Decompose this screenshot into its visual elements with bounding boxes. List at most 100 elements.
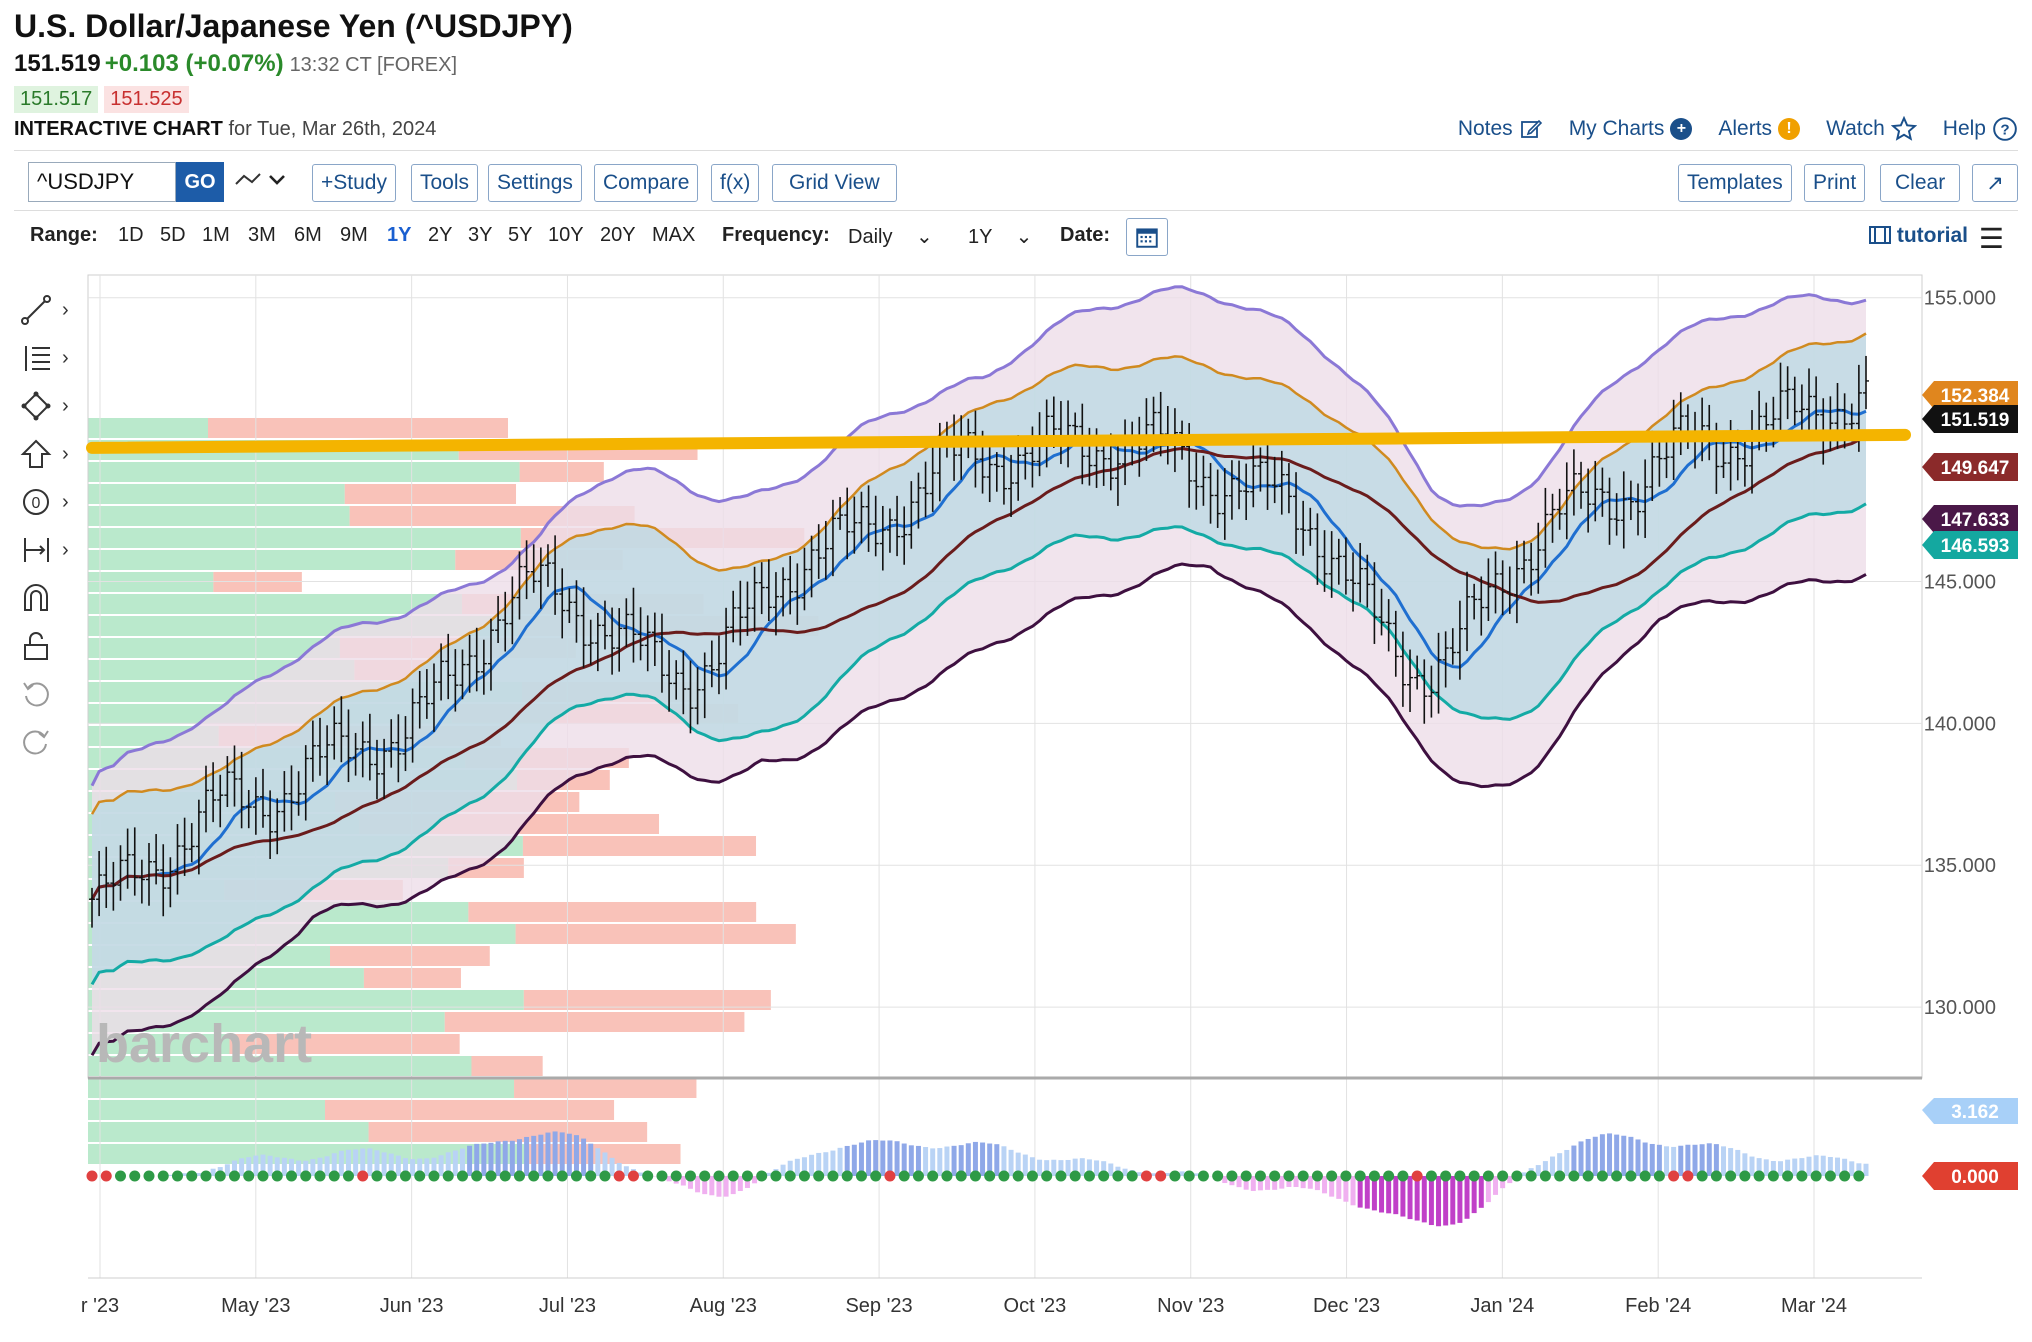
vp-buy-13 — [88, 704, 452, 724]
ohlc-bar — [765, 559, 772, 622]
signal-dot — [1739, 1170, 1751, 1182]
ohlc-bar — [951, 414, 958, 481]
signal-dot — [898, 1170, 910, 1182]
range-9m[interactable]: 9M — [340, 224, 368, 246]
osc-bar — [1557, 1153, 1563, 1176]
signal-dot — [1026, 1170, 1038, 1182]
range-20y[interactable]: 20Y — [600, 224, 636, 246]
signal-dot — [1212, 1170, 1224, 1182]
ohlc-bar — [445, 633, 452, 700]
range-3y[interactable]: 3Y — [468, 224, 493, 246]
ohlc-bar — [1421, 659, 1428, 724]
shape-tool[interactable]: › — [20, 386, 80, 426]
chart-type-select[interactable] — [234, 166, 290, 202]
vp-sell-20 — [448, 858, 524, 878]
ohlc-bar — [245, 789, 252, 829]
ohlc-bar — [1848, 403, 1855, 442]
horizontal-line[interactable] — [86, 428, 1911, 454]
ohlc-bar — [338, 696, 345, 763]
symbol-input[interactable]: ^USDJPY — [28, 162, 176, 202]
settings-button[interactable]: Settings — [488, 164, 582, 202]
ohlc-bar — [1407, 649, 1414, 712]
osc-bar — [780, 1164, 786, 1176]
range-1y[interactable]: 1Y — [387, 224, 412, 246]
hamburger-menu-icon[interactable]: ☰ — [1978, 223, 2004, 254]
x-tick-label: r '23 — [81, 1295, 119, 1317]
osc-bar — [951, 1145, 957, 1176]
print-button[interactable]: Print — [1804, 164, 1866, 202]
osc-bar — [602, 1152, 608, 1176]
clear-button[interactable]: Clear — [1880, 164, 1961, 202]
go-button[interactable]: GO — [176, 162, 224, 202]
compare-button[interactable]: Compare — [594, 164, 699, 202]
redo-tool[interactable] — [20, 722, 80, 762]
magnet-tool[interactable] — [20, 578, 80, 618]
help-link[interactable]: Help ? — [1943, 116, 2018, 142]
ohlc-bar — [195, 799, 202, 875]
my-charts-link[interactable]: My Charts + — [1569, 117, 1693, 141]
ohlc-bar — [715, 635, 722, 695]
range-1m[interactable]: 1M — [202, 224, 230, 246]
templates-button[interactable]: Templates — [1678, 164, 1792, 202]
notes-link[interactable]: Notes — [1458, 117, 1543, 141]
osc-bar — [1856, 1163, 1862, 1176]
range-max[interactable]: MAX — [652, 224, 696, 246]
osc-bar — [1706, 1143, 1712, 1176]
trendline-tool[interactable]: › — [20, 290, 80, 330]
frequency-select[interactable]: Daily ⌄ — [848, 224, 933, 249]
range-5d[interactable]: 5D — [160, 224, 186, 246]
ohlc-bar — [858, 491, 865, 544]
plus-circle-icon: + — [1670, 118, 1693, 140]
lock-tool[interactable] — [20, 626, 80, 666]
ohlc-bar — [288, 765, 295, 831]
range-2y[interactable]: 2Y — [428, 224, 453, 246]
signal-dot — [670, 1170, 682, 1182]
expand-button[interactable]: ↗ — [1972, 164, 2018, 202]
tools-button[interactable]: Tools — [411, 164, 479, 202]
vp-buy-17 — [88, 792, 335, 812]
chevron-right-icon: › — [62, 442, 69, 465]
grid-view-button[interactable]: Grid View — [772, 164, 897, 202]
ohlc-bar — [1521, 540, 1528, 584]
signal-dot — [1796, 1170, 1808, 1182]
signal-dot — [285, 1170, 297, 1182]
fib-tool[interactable]: › — [20, 338, 80, 378]
alerts-link[interactable]: Alerts ! — [1718, 117, 1801, 141]
range-1d[interactable]: 1D — [118, 224, 144, 246]
price-tag-bg — [1922, 405, 2018, 433]
vp-buy-2 — [88, 462, 520, 482]
undo-tool[interactable] — [20, 674, 80, 714]
signal-dot — [727, 1170, 739, 1182]
osc-bar — [1642, 1142, 1648, 1176]
arrow-tool[interactable]: › — [20, 434, 80, 474]
ohlc-bar — [658, 613, 665, 693]
range-5y[interactable]: 5Y — [508, 224, 533, 246]
price-tag-label: 151.519 — [1941, 410, 2010, 431]
vp-buy-18 — [88, 814, 360, 834]
annotation-tool[interactable]: 0 › — [20, 482, 80, 522]
ohlc-bar — [1278, 450, 1285, 515]
ohlc-bar — [1635, 483, 1642, 536]
signal-dot — [1240, 1170, 1252, 1182]
ohlc-bar — [1827, 396, 1834, 452]
range-3m[interactable]: 3M — [248, 224, 276, 246]
osc-bar — [388, 1153, 394, 1176]
ohlc-bar — [1478, 576, 1485, 636]
signal-dot — [1112, 1170, 1124, 1182]
ohlc-bar — [1307, 507, 1314, 546]
add-study-button[interactable]: +Study — [312, 164, 396, 202]
ohlc-bar — [1271, 456, 1278, 504]
range-6m[interactable]: 6M — [294, 224, 322, 246]
period-select[interactable]: 1Y ⌄ — [968, 224, 1032, 249]
signal-dot — [100, 1170, 112, 1182]
measure-tool[interactable]: › — [20, 530, 80, 570]
date-picker-button[interactable] — [1126, 218, 1168, 256]
watch-link[interactable]: Watch — [1826, 116, 1917, 142]
quote-time: 13:32 CT [FOREX] — [289, 54, 458, 76]
fx-button[interactable]: f(x) — [711, 164, 760, 202]
ohlc-bar — [708, 640, 715, 688]
range-10y[interactable]: 10Y — [548, 224, 584, 246]
tutorial-link[interactable]: tutorial — [1868, 224, 1968, 248]
undo-icon — [23, 682, 49, 707]
ohlc-bar — [1364, 554, 1371, 608]
